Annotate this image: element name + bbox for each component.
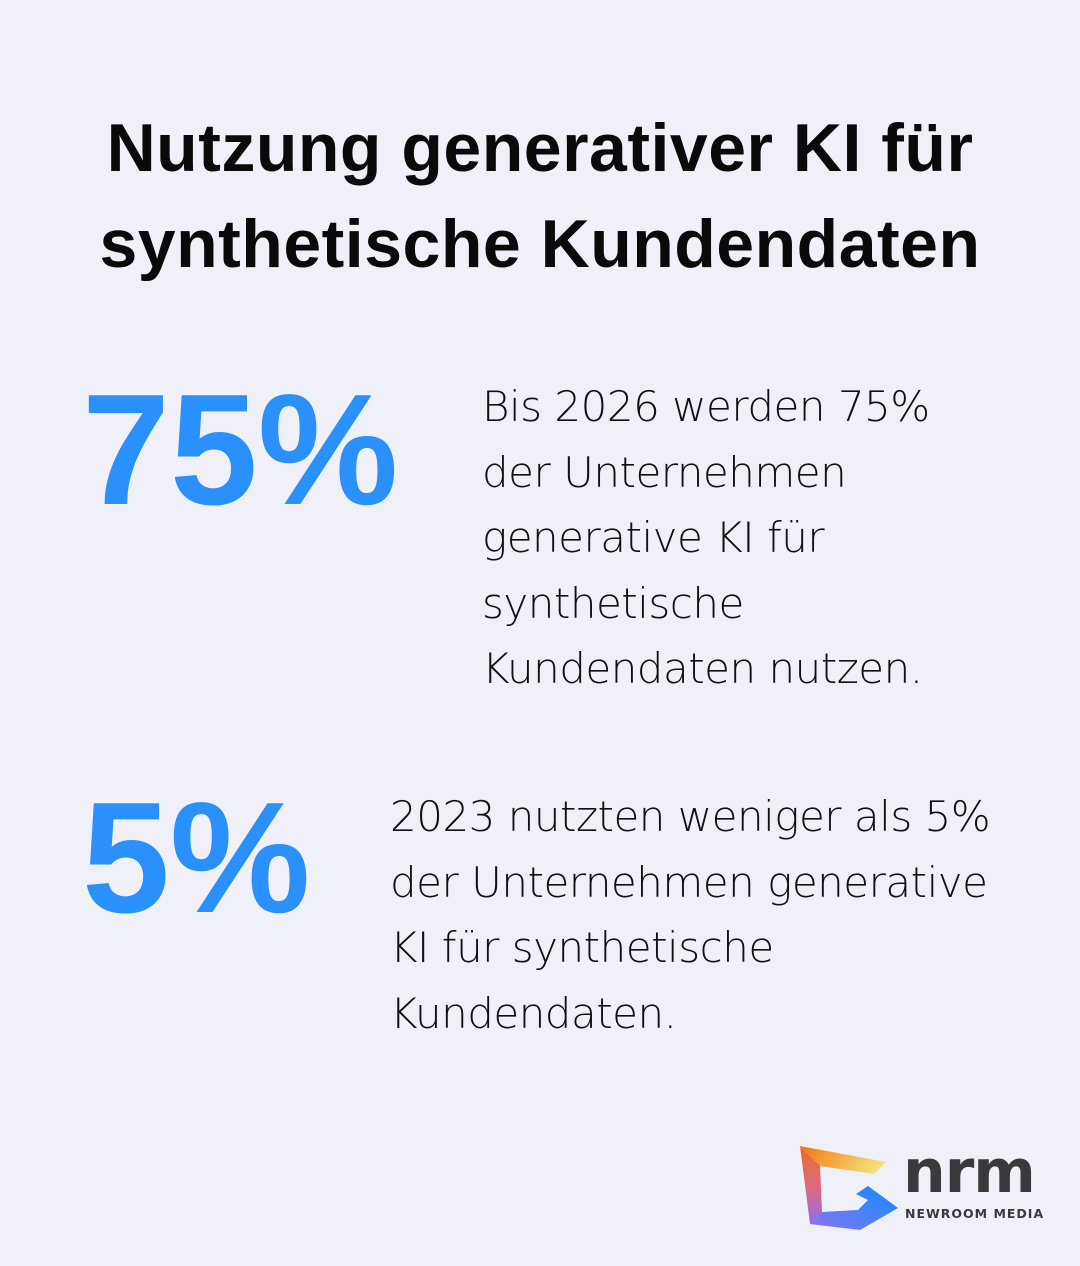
brand-name: nrm [903, 1137, 1036, 1207]
brand-subtitle: NEWROOM MEDIA [905, 1206, 1045, 1221]
stat-text-5: 2023 nutzten weniger als 5% der Unterneh… [390, 792, 991, 1038]
stat-value-5: 5% [82, 770, 311, 946]
stat-value-75: 75% [82, 362, 399, 538]
page-title: Nutzung generativer KI für synthetische … [99, 110, 981, 282]
newroom-media-logo-icon [800, 1146, 898, 1230]
stat-text-75: Bis 2026 werden 75% der Unternehmen gene… [482, 382, 930, 693]
